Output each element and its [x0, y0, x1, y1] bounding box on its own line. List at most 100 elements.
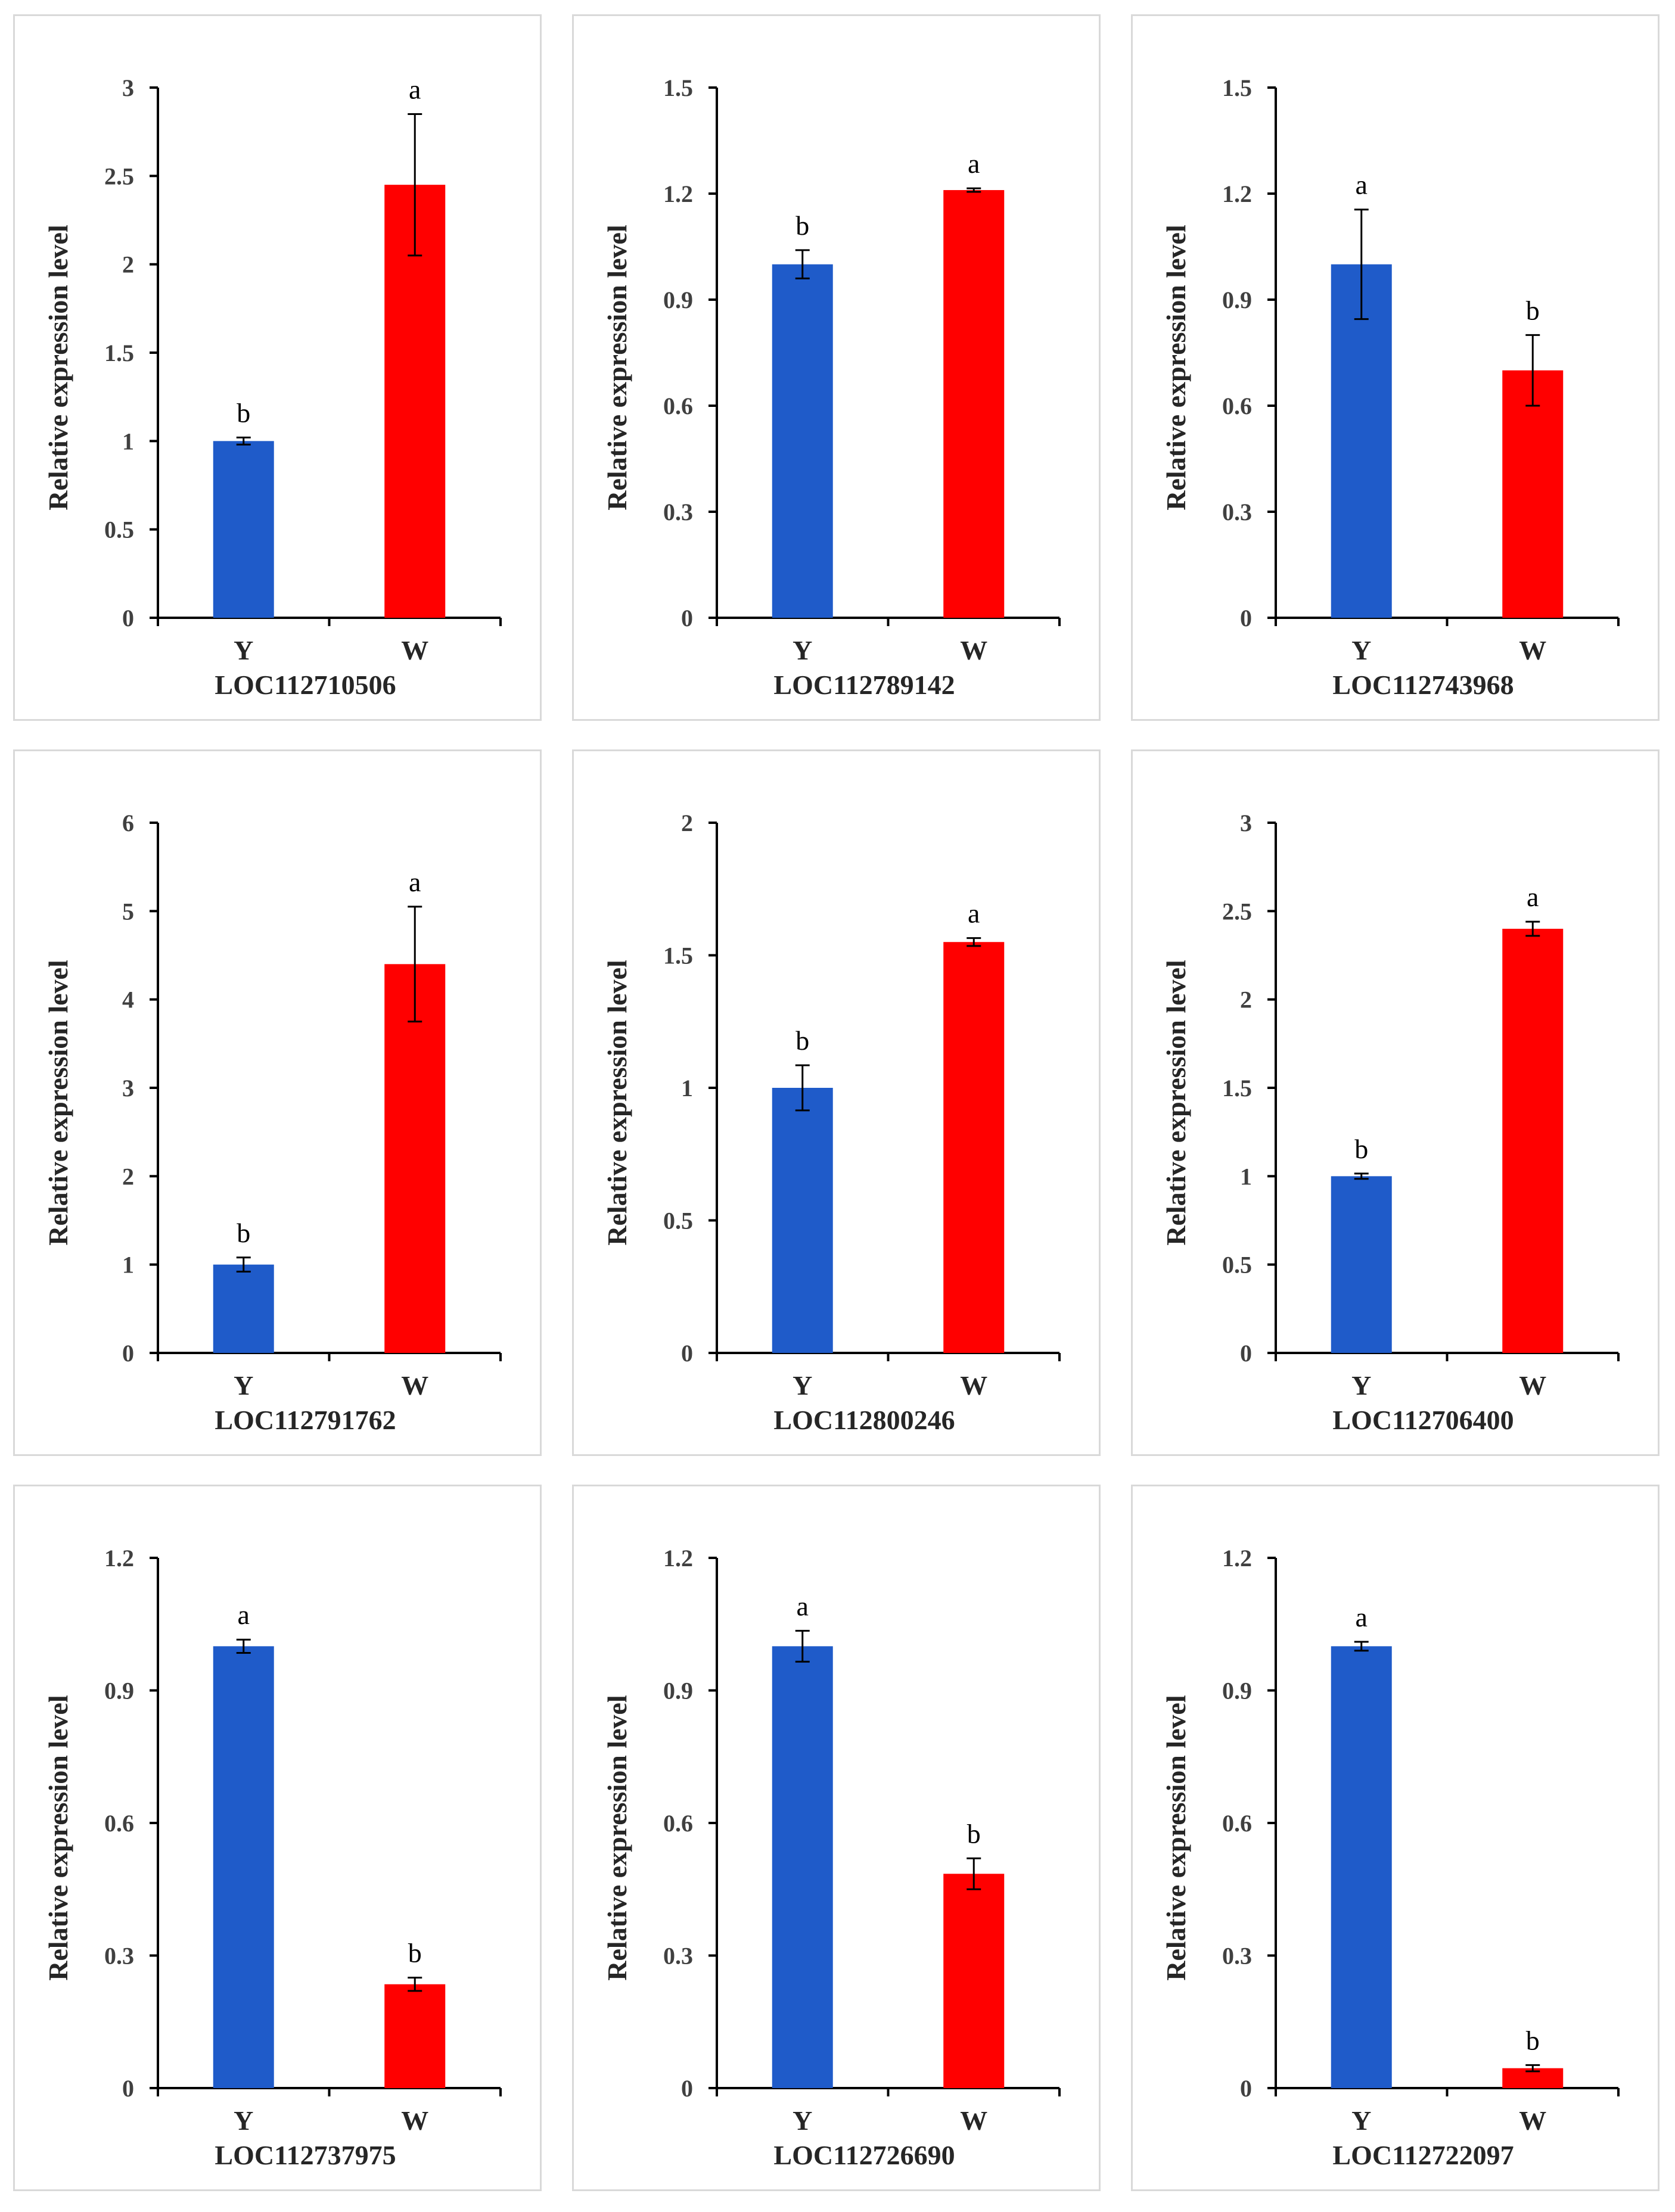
y-tick-label: 0 [681, 2075, 693, 2102]
category-label: W [401, 2105, 428, 2136]
chart-panel: 0 0.3 0.6 0.9 1.2 Relative expression level a Y… [13, 1485, 542, 2191]
error-bar [967, 187, 981, 193]
chart-panel: 0 0.5 1 1.5 2 2.5 3 Relative expression level b Y… [13, 14, 542, 721]
y-tick-label: 0.6 [1222, 1810, 1252, 1837]
y-tick-label: 1.2 [1222, 1545, 1252, 1572]
significance-letter: b [237, 1218, 250, 1248]
chart-panel: 0 0.3 0.6 0.9 1.2 1.5 Relative expression leve… [1131, 14, 1660, 721]
gene-title: LOC112789142 [773, 670, 955, 700]
bar-chart: 0 0.5 1 1.5 2 2.5 3 Relative expression level b Y… [1161, 810, 1620, 1435]
bar-chart: 0 0.3 0.6 0.9 1.2 Relative expression level a Y… [1161, 1545, 1620, 2170]
significance-letter: a [1527, 882, 1539, 912]
y-tick-label: 1.2 [1222, 181, 1252, 207]
bar-w [384, 185, 446, 618]
category-label: W [960, 635, 987, 665]
error-bar [408, 113, 422, 257]
gene-title: LOC112722097 [1332, 2140, 1514, 2170]
bar-w [384, 1984, 446, 2088]
y-tick-label: 2.5 [1222, 898, 1252, 925]
significance-letter: a [1356, 170, 1368, 200]
y-tick-label: 1.2 [663, 181, 693, 207]
category-label: Y [234, 635, 253, 665]
gene-title: LOC112710506 [215, 670, 396, 700]
y-tick-label: 3 [1240, 810, 1252, 836]
y-tick-label: 1.5 [663, 74, 693, 101]
y-tick-label: 2 [681, 810, 693, 836]
bar-y [1331, 1646, 1392, 2088]
y-tick-label: 0.3 [663, 499, 693, 525]
significance-letter: a [968, 898, 980, 929]
bar-chart: 0 0.3 0.6 0.9 1.2 Relative expression level a Y… [602, 1545, 1061, 2170]
significance-letter: b [408, 1938, 422, 1968]
error-bar [408, 906, 422, 1023]
y-tick-label: 0 [122, 2075, 134, 2102]
significance-letter: b [1354, 1134, 1368, 1164]
error-bar [236, 436, 251, 446]
category-label: Y [793, 635, 812, 665]
y-tick-label: 1 [1240, 1163, 1252, 1190]
category-label: W [960, 1370, 987, 1401]
error-bar [967, 1857, 981, 1890]
y-tick-label: 1.5 [1222, 1075, 1252, 1102]
y-axis-title: Relative expression level [602, 960, 632, 1246]
category-label: Y [234, 1370, 253, 1401]
error-bar [408, 1977, 422, 1992]
y-tick-label: 1 [681, 1075, 693, 1102]
significance-letter: b [795, 1025, 809, 1056]
error-bar [1525, 2064, 1540, 2073]
significance-letter: b [1526, 2025, 1540, 2055]
error-bar [795, 249, 810, 279]
significance-letter: b [795, 210, 809, 241]
error-bar [1525, 334, 1540, 407]
chart-panel: 0 0.3 0.6 0.9 1.2 1.5 Relative expression leve… [572, 14, 1101, 721]
category-label: Y [793, 1370, 812, 1401]
bar-w [943, 1874, 1005, 2088]
significance-letter: a [797, 1591, 809, 1621]
bar-y [772, 1088, 833, 1353]
bar-w [943, 942, 1005, 1353]
bar-chart: 0 1 2 3 4 5 6 Relative expression level b Ya WLOC1… [43, 810, 502, 1435]
y-axis-title: Relative expression level [43, 225, 73, 511]
error-bar [236, 1638, 251, 1654]
y-tick-label: 2 [1240, 987, 1252, 1013]
significance-letter: a [409, 867, 421, 897]
y-tick-label: 3 [122, 1075, 134, 1102]
y-tick-label: 0.6 [1222, 393, 1252, 419]
y-axis-title: Relative expression level [43, 1695, 73, 1981]
y-axis-title: Relative expression level [1161, 225, 1191, 511]
significance-letter: b [1526, 295, 1540, 325]
bar-chart: 0 0.3 0.6 0.9 1.2 1.5 Relative expression leve… [602, 74, 1061, 700]
y-axis-title: Relative expression level [1161, 960, 1191, 1246]
gene-title: LOC112800246 [773, 1405, 955, 1435]
significance-letter: a [409, 74, 421, 105]
y-tick-label: 0 [681, 605, 693, 631]
category-label: Y [234, 2105, 253, 2136]
bar-w [384, 964, 446, 1353]
y-tick-label: 0.9 [1222, 1678, 1252, 1704]
y-tick-label: 0 [681, 1340, 693, 1367]
error-bar [967, 937, 981, 947]
y-tick-label: 0.3 [104, 1943, 134, 1970]
gene-title: LOC112726690 [773, 2140, 955, 2170]
error-bar [1354, 1641, 1369, 1652]
gene-title: LOC112743968 [1332, 670, 1514, 700]
y-axis-title: Relative expression level [1161, 1695, 1191, 1981]
category-label: Y [1351, 1370, 1371, 1401]
bar-w [1502, 929, 1564, 1353]
gene-title: LOC112737975 [215, 2140, 396, 2170]
y-tick-label: 0.3 [1222, 499, 1252, 525]
bar-w [943, 190, 1005, 618]
significance-letter: b [237, 397, 250, 428]
y-tick-label: 0.5 [1222, 1252, 1252, 1278]
gene-title: LOC112791762 [215, 1405, 396, 1435]
y-tick-label: 4 [122, 987, 134, 1013]
error-bar [1354, 1172, 1369, 1180]
error-bar [1354, 209, 1369, 321]
y-tick-label: 0.9 [104, 1678, 134, 1704]
y-tick-label: 1.2 [104, 1545, 134, 1572]
y-tick-label: 1.5 [1222, 74, 1252, 101]
y-tick-label: 2.5 [104, 163, 134, 189]
y-tick-label: 2 [122, 1163, 134, 1190]
